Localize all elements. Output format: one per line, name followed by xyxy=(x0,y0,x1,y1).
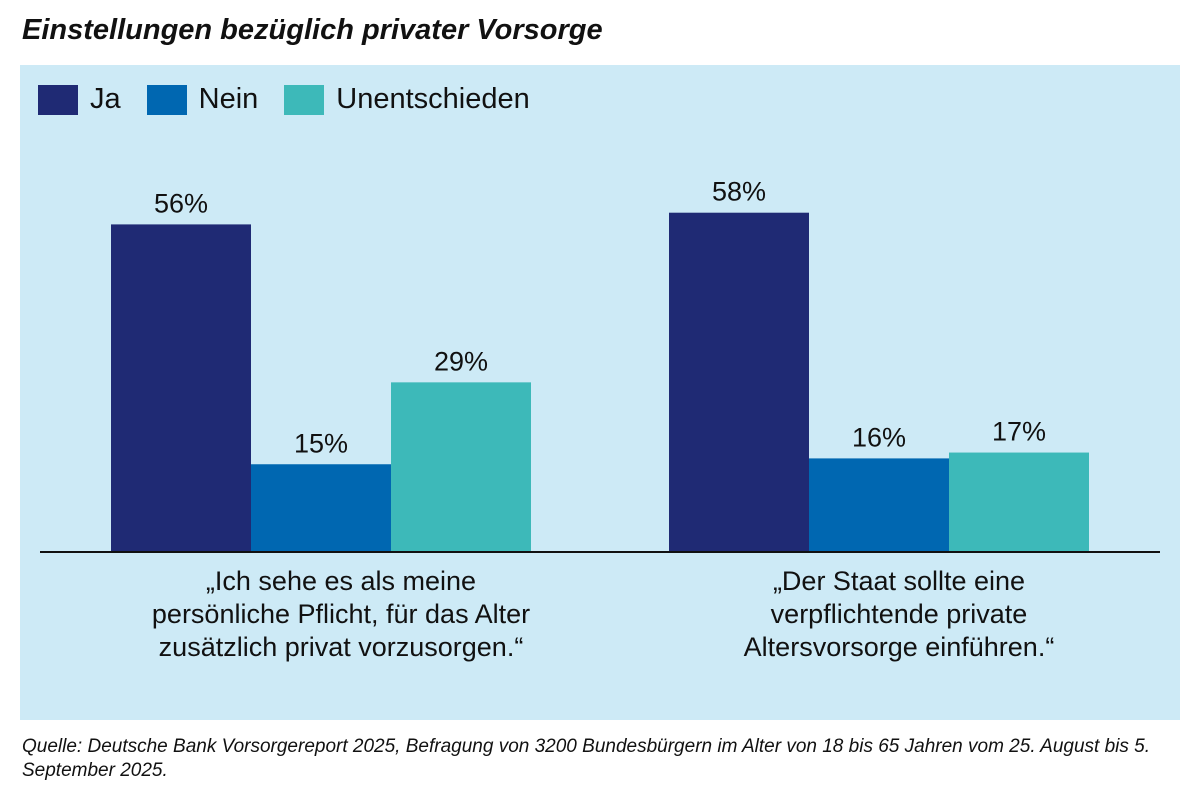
bar-nein-2 xyxy=(809,458,949,552)
source-note: Quelle: Deutsche Bank Vorsorgereport 202… xyxy=(22,736,1151,781)
category-line: zusätzlich privat vorzusorgen.“ xyxy=(158,632,524,662)
category-line: persönliche Pflicht, für das Alter xyxy=(151,599,531,629)
legend-item-ja: Ja xyxy=(38,83,121,116)
legend-label: Nein xyxy=(198,83,259,115)
data-label: 15% xyxy=(294,428,348,458)
category-line: Altersvorsorge einführen.“ xyxy=(743,632,1055,662)
bar-plot: 56% 15% 29% 58% 16% 17% xyxy=(40,177,1160,553)
bar-unentschieden-1 xyxy=(391,382,531,552)
legend: Ja Nein Unentschieden xyxy=(38,83,556,116)
legend-label: Unentschieden xyxy=(336,83,530,115)
category-label-1: „Ich sehe es als meine persönliche Pflic… xyxy=(101,565,581,664)
category-line: „Der Staat sollte eine xyxy=(772,566,1026,596)
category-line: verpflichtende private xyxy=(770,599,1028,629)
legend-item-nein: Nein xyxy=(146,83,259,116)
chart-panel: Ja Nein Unentschieden 56% 15% 29% 58% 16% 17%… xyxy=(20,65,1180,720)
bar-nein-1 xyxy=(251,464,391,552)
bar-ja-1 xyxy=(111,224,251,552)
legend-swatch-nein xyxy=(146,84,187,115)
data-label: 56% xyxy=(154,188,208,218)
legend-swatch-unentschieden xyxy=(284,84,325,115)
legend-swatch-ja xyxy=(38,84,78,115)
chart-title: Einstellungen bezüglich privater Vorsorg… xyxy=(22,14,603,46)
data-label: 29% xyxy=(434,346,488,376)
data-label: 58% xyxy=(712,177,766,207)
category-line: „Ich sehe es als meine xyxy=(205,566,477,596)
bar-ja-2 xyxy=(669,212,809,552)
bar-unentschieden-2 xyxy=(949,452,1089,552)
legend-label: Ja xyxy=(90,83,121,115)
legend-item-unentschieden: Unentschieden xyxy=(284,83,530,116)
data-label: 16% xyxy=(852,422,906,452)
data-label: 17% xyxy=(992,417,1046,447)
category-label-2: „Der Staat sollte eine verpflichtende pr… xyxy=(659,565,1139,664)
